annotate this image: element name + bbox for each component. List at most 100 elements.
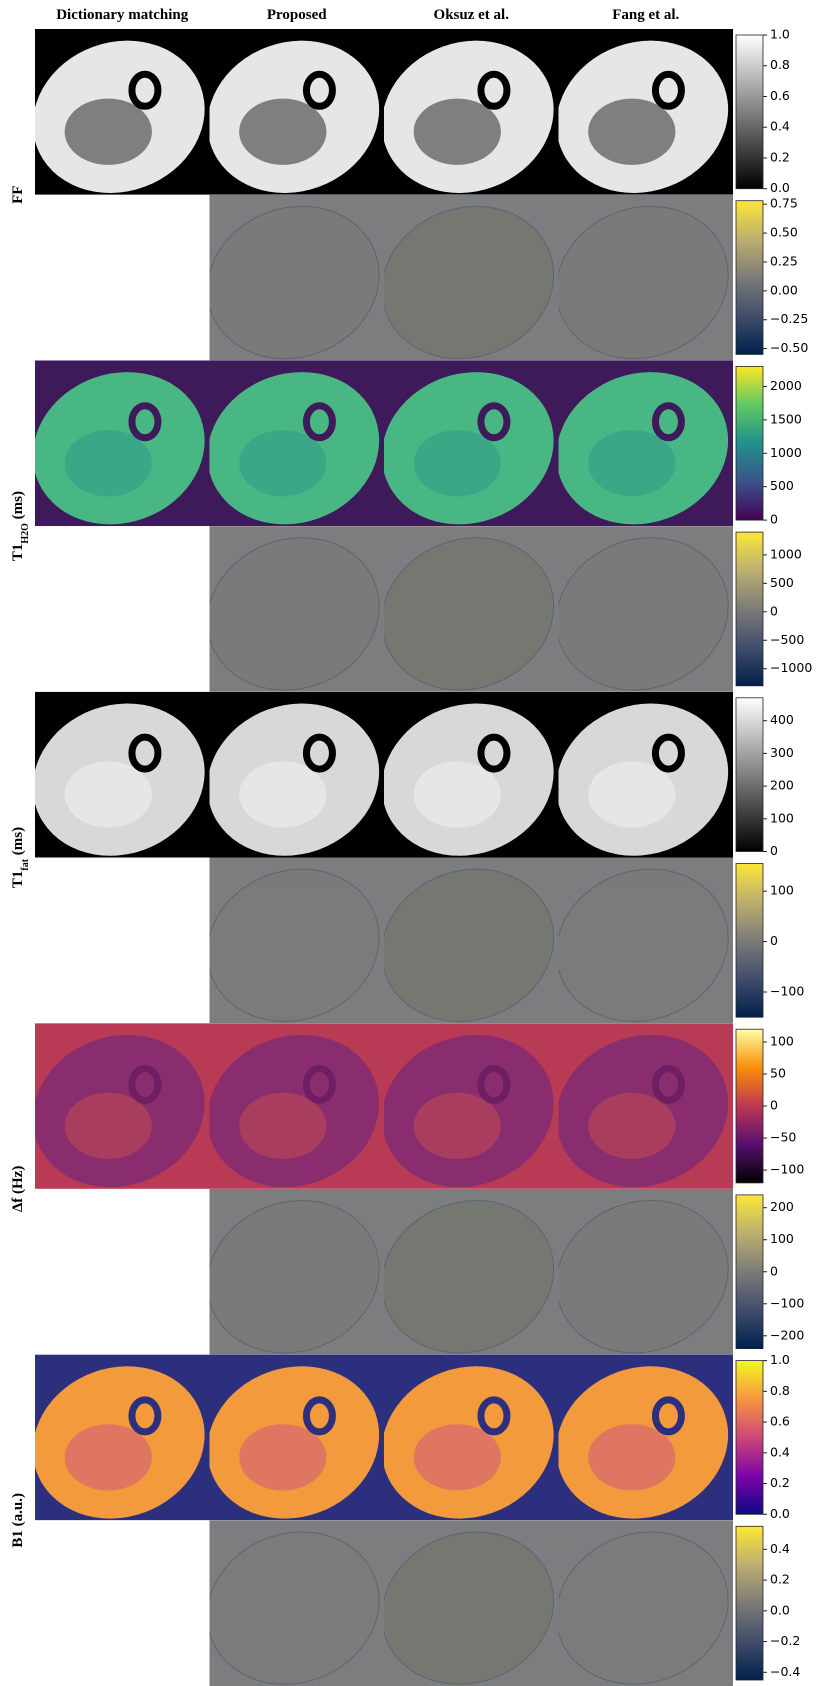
colorbar-tick-label: −100 [770, 984, 804, 999]
bone [477, 733, 511, 773]
row-label-subscript: H2O [20, 523, 31, 544]
colorbar-tick-label: 0.6 [770, 1414, 790, 1429]
error-outline [558, 868, 729, 1022]
error-outline [209, 205, 380, 360]
colorbar-tick-label: 0.8 [770, 1383, 790, 1398]
tissue-detail [239, 761, 327, 828]
bone [302, 733, 336, 773]
image-cell [35, 1023, 210, 1189]
tissue-detail [588, 1092, 676, 1160]
bone [651, 70, 685, 110]
error-outline [384, 1531, 555, 1685]
image-cell [209, 1023, 384, 1189]
bone [128, 70, 162, 110]
colorbar-tick-label: 0 [770, 603, 778, 618]
bone [128, 402, 162, 442]
image-cell [209, 360, 384, 527]
row-label-subscript: fat [20, 858, 31, 870]
row-label-text: FF [10, 186, 26, 204]
colorbar [735, 1028, 764, 1184]
image-cell [558, 1354, 733, 1521]
colorbar-tick-label: 0.25 [770, 253, 798, 268]
colorbar-tick-label: 500 [770, 478, 794, 493]
colorbar-tick-label: −1000 [770, 660, 812, 675]
row-label-text: B1 (a.u.) [10, 1493, 26, 1548]
colorbar-tick-label: 100 [770, 1034, 794, 1049]
error-cell [209, 1188, 384, 1355]
colorbar [735, 531, 764, 687]
bone [477, 402, 511, 442]
error-cell [384, 194, 559, 361]
colorbar-tick-label: −50 [770, 1130, 796, 1145]
colorbar [735, 1360, 764, 1515]
row-label: B1 (a.u.) [10, 1493, 26, 1548]
tissue-detail [64, 98, 152, 165]
error-outline [209, 1531, 380, 1685]
colorbar-tick-label: 0.4 [770, 1444, 790, 1459]
row-label-unit: (ms) [10, 491, 26, 519]
bone [477, 70, 511, 110]
error-outline [558, 1200, 729, 1354]
error-cell [558, 857, 733, 1024]
column-header: Proposed [267, 7, 327, 23]
colorbar-tick-label: −100 [770, 1295, 804, 1310]
error-outline [384, 1200, 555, 1354]
error-cell [384, 526, 559, 692]
colorbar-tick-label: −200 [770, 1327, 804, 1342]
row-label-text: Δf (Hz) [10, 1166, 26, 1212]
colorbar [735, 1194, 764, 1350]
colorbar-tick-label: −500 [770, 632, 804, 647]
error-outline [384, 205, 555, 360]
bone [651, 402, 685, 442]
image-cell [209, 691, 384, 858]
image-cell [384, 691, 559, 858]
colorbar [735, 1525, 764, 1681]
row-label-text: T1 [10, 871, 26, 889]
error-cell [209, 1520, 384, 1686]
tissue-detail [239, 1092, 327, 1160]
bone [302, 1065, 336, 1105]
bone [128, 733, 162, 773]
error-cell [558, 1520, 733, 1686]
bone [302, 1396, 336, 1436]
image-cell [558, 29, 733, 195]
column-header: Dictionary matching [56, 7, 189, 23]
error-outline [558, 537, 729, 691]
colorbar-tick-label: −0.50 [770, 340, 808, 355]
tissue-detail [413, 761, 501, 828]
colorbar [735, 697, 764, 852]
column-header: Fang et al. [612, 7, 679, 23]
image-cell [209, 29, 384, 195]
column-header: Oksuz et al. [434, 7, 510, 23]
colorbar-tick-label: 1000 [770, 445, 802, 460]
error-cell [558, 194, 733, 361]
colorbar-tick-label: −0.4 [770, 1664, 800, 1679]
error-outline [558, 1531, 729, 1685]
bone [651, 733, 685, 773]
image-cell [209, 1354, 384, 1521]
image-cell [35, 360, 210, 527]
colorbar-tick-label: 0.0 [770, 1602, 790, 1617]
colorbar-tick-label: −0.25 [770, 311, 808, 326]
bone [128, 1396, 162, 1436]
colorbar-tick-label: 0.2 [770, 1572, 790, 1587]
error-outline [384, 868, 555, 1022]
colorbar-tick-label: 0.4 [770, 1541, 790, 1556]
colorbar-tick-label: 0 [770, 512, 778, 527]
error-outline [209, 537, 380, 691]
row-label-text: T1 [10, 544, 26, 562]
colorbar [735, 34, 764, 190]
row-label: FF [10, 186, 26, 204]
tissue-detail [413, 429, 501, 497]
row-label: T1H2O (ms) [10, 491, 31, 561]
error-cell [384, 1188, 559, 1355]
tissue-detail [64, 1424, 152, 1491]
error-outline [209, 1200, 380, 1354]
bone [651, 1065, 685, 1105]
tissue-detail [413, 1424, 501, 1491]
image-cell [558, 1023, 733, 1189]
image-cell [384, 1023, 559, 1189]
colorbar-tick-label: 200 [770, 1199, 794, 1214]
colorbar-tick-label: 0.00 [770, 282, 798, 297]
colorbar-tick-label: 0.8 [770, 57, 790, 72]
